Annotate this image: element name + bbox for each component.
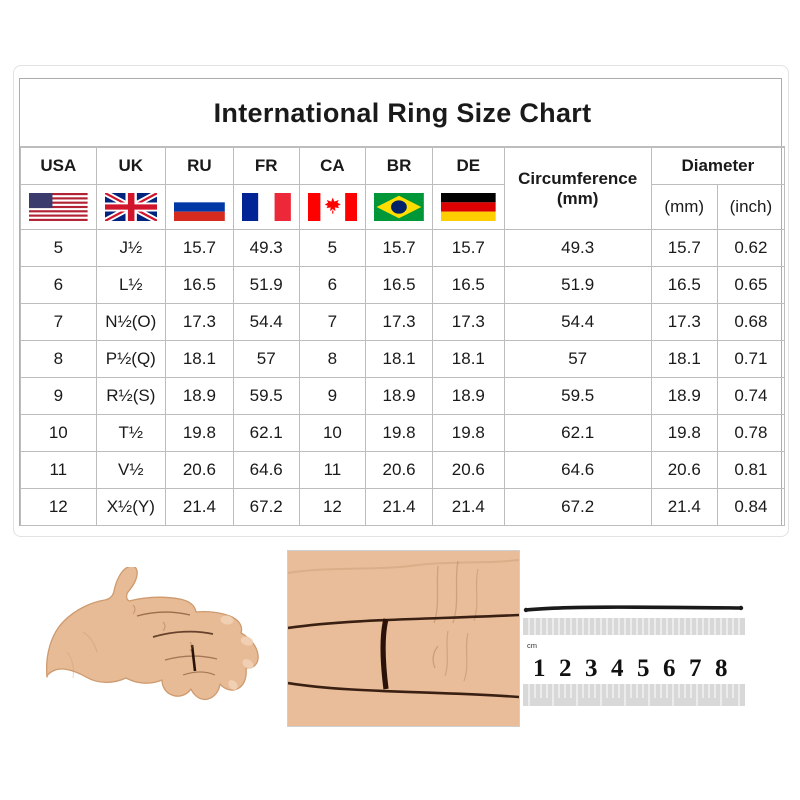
svg-text:2: 2 xyxy=(559,655,572,682)
svg-text:6: 6 xyxy=(663,655,676,682)
svg-text:1: 1 xyxy=(533,655,546,682)
svg-text:cm: cm xyxy=(527,641,537,650)
svg-text:3: 3 xyxy=(585,655,598,682)
svg-text:4: 4 xyxy=(611,655,624,682)
svg-text:8: 8 xyxy=(715,655,728,682)
svg-text:5: 5 xyxy=(637,655,650,682)
svg-text:7: 7 xyxy=(689,655,702,682)
